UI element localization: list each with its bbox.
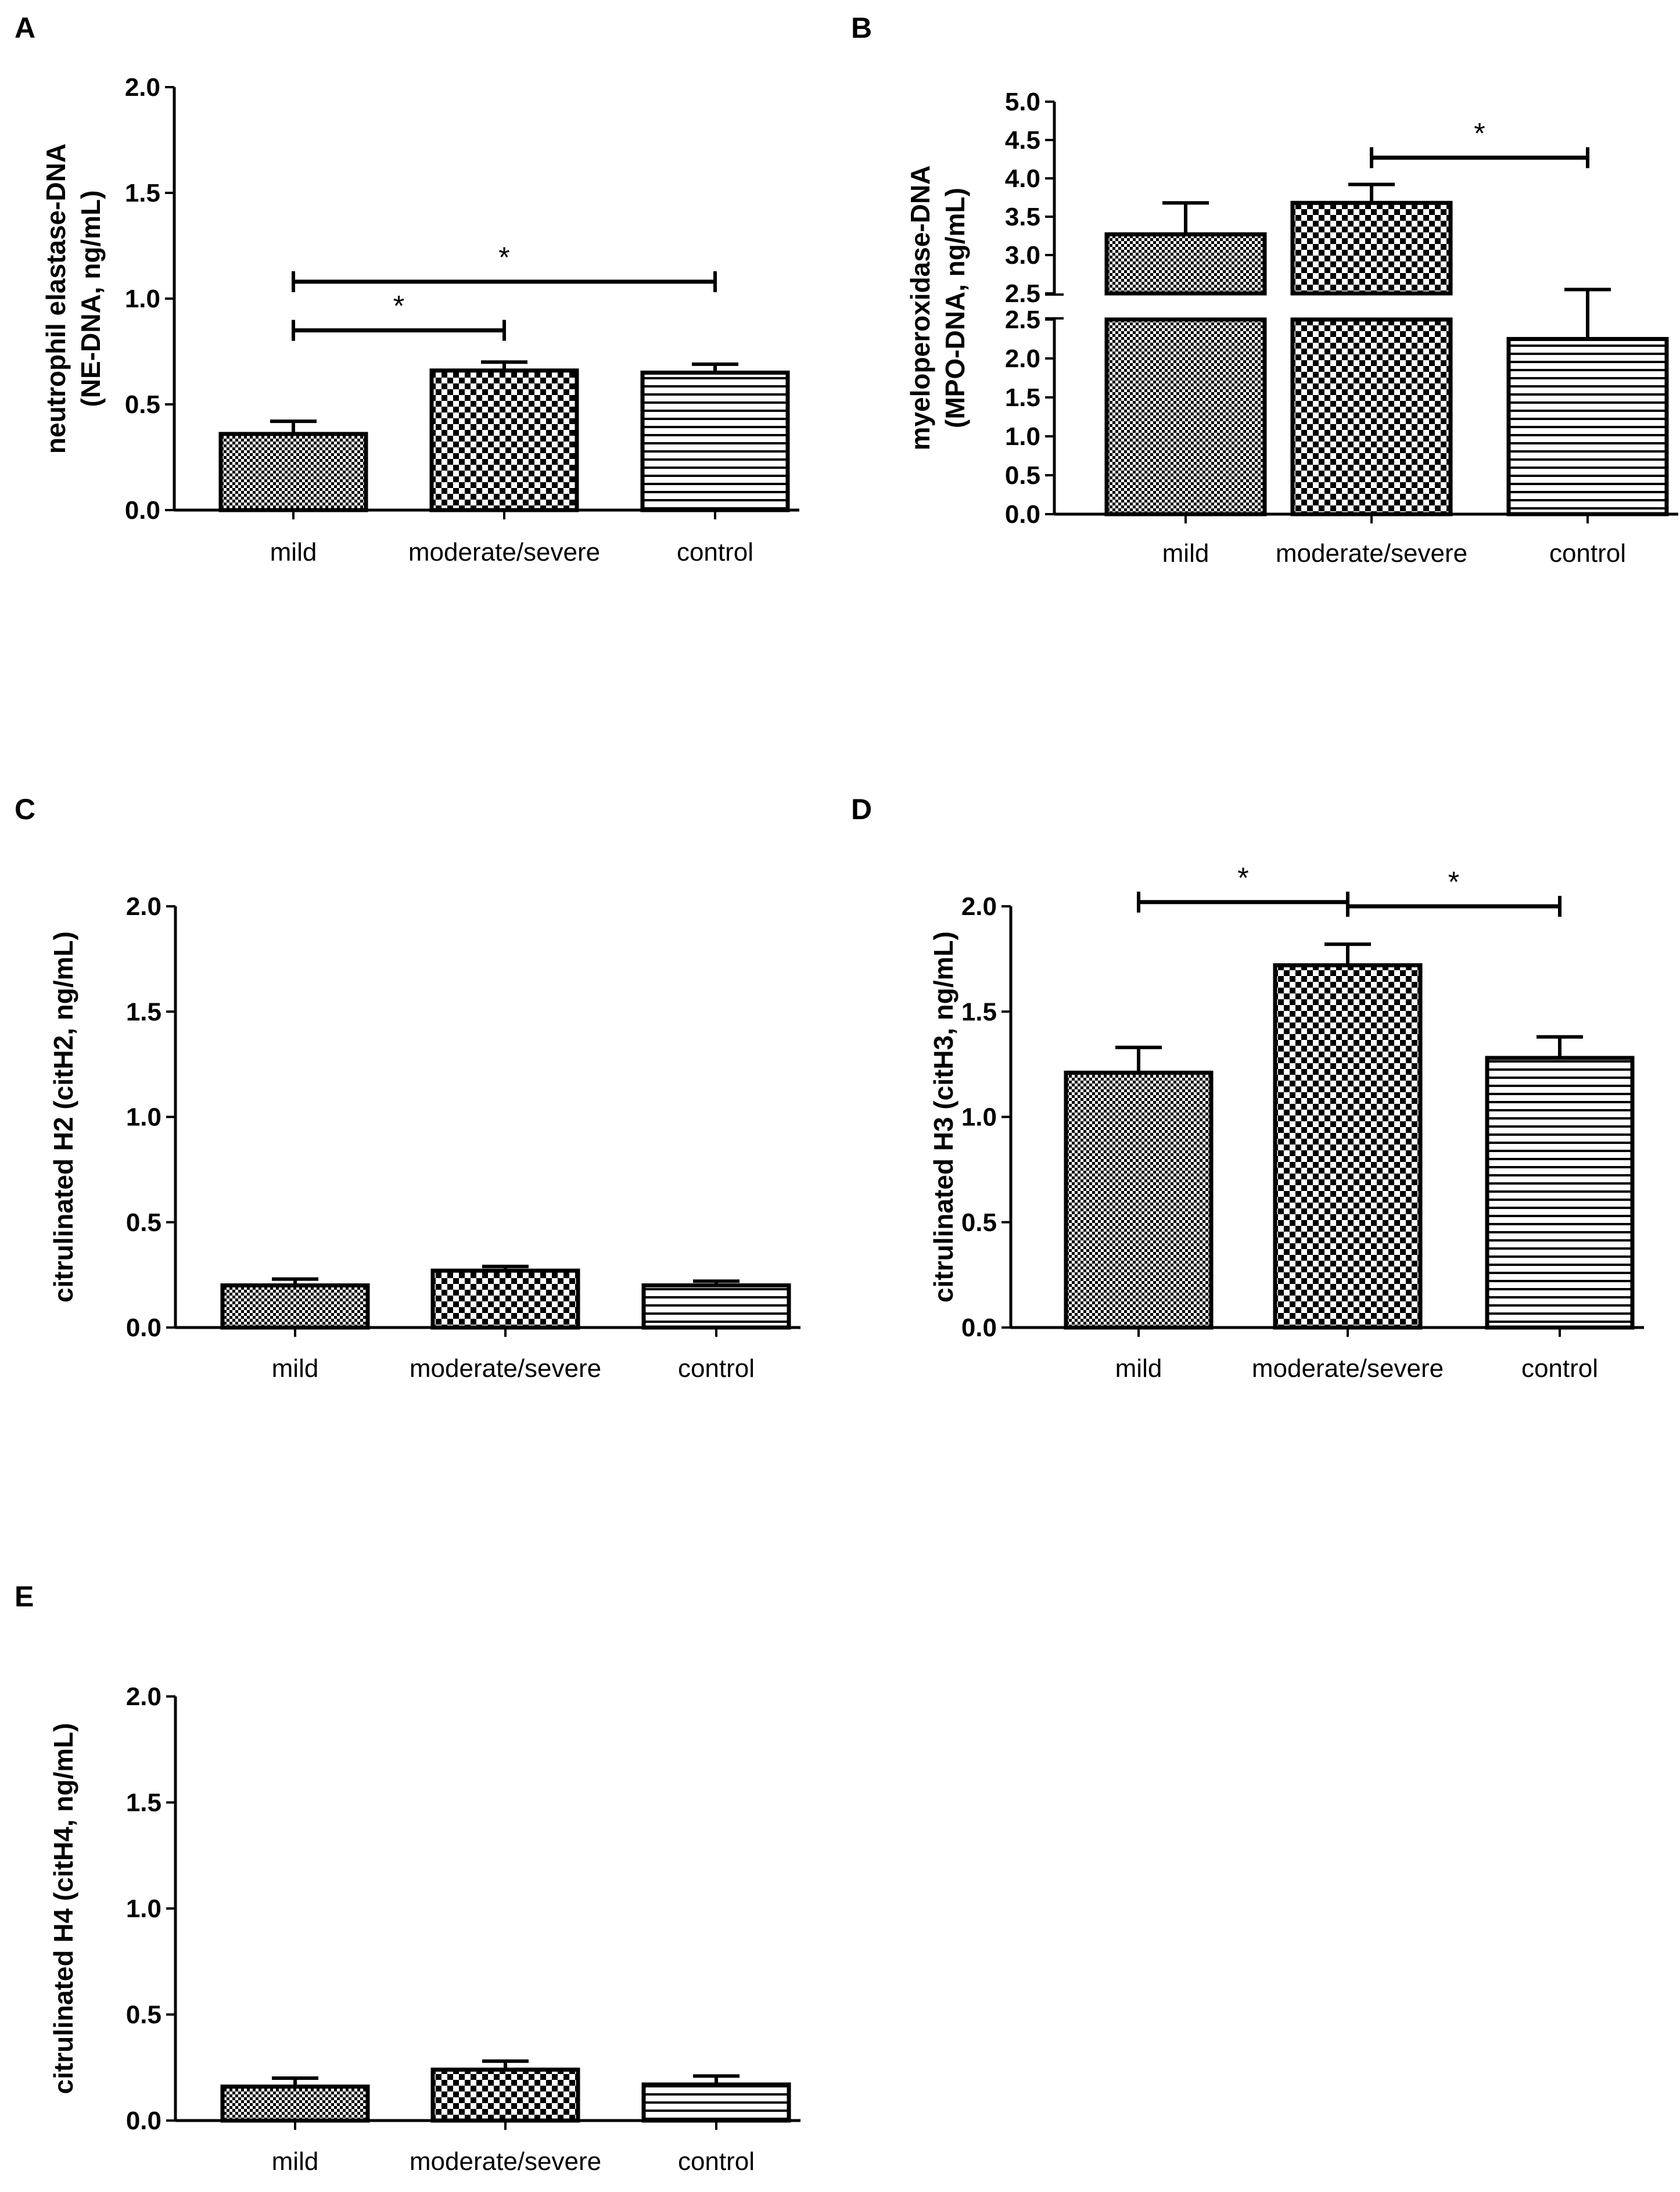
panel-letter-b: B: [851, 12, 872, 44]
y-tick-label-b-9: 4.0: [1005, 164, 1040, 193]
bar-c-1: [430, 1268, 580, 1330]
bar-c-2: [641, 1283, 791, 1330]
y-tick-label-a-1: 0.5: [125, 390, 160, 419]
x-tick-label-e-1: moderate/severe: [410, 2147, 601, 2176]
y-axis-title-d-0: citrulinated H3 (citH3, ng/mL): [928, 931, 959, 1303]
y-tick-label-d-1: 0.5: [961, 1208, 997, 1237]
x-tick-label-b-0: mild: [1162, 539, 1209, 568]
panel-letter-e: E: [15, 1580, 34, 1613]
y-tick-label-b-7: 3.0: [1005, 241, 1040, 270]
significance-star-b-0: *: [1474, 117, 1485, 149]
y-tick-label-b-5: 2.5: [1005, 306, 1040, 334]
y-tick-label-e-3: 1.5: [126, 1789, 161, 1817]
y-tick-label-c-4: 2.0: [126, 892, 161, 921]
y-axis-title-e-0: citrulinated H4 (citH4, ng/mL): [48, 1723, 78, 2094]
y-tick-label-b-8: 3.5: [1005, 203, 1040, 231]
y-tick-label-d-2: 1.0: [961, 1103, 997, 1132]
bar-c-0: [220, 1283, 370, 1330]
significance-star-a-1: *: [498, 241, 509, 274]
y-tick-label-c-0: 0.0: [126, 1314, 161, 1342]
bar-a-0: [218, 432, 368, 512]
bar-b-0: [1104, 232, 1267, 296]
bar-b-0-lower: [1104, 317, 1267, 516]
y-tick-label-e-4: 2.0: [126, 1682, 161, 1711]
y-tick-label-a-0: 0.0: [125, 496, 160, 525]
y-tick-label-a-4: 2.0: [125, 73, 160, 102]
y-tick-label-a-3: 1.5: [125, 179, 160, 207]
y-tick-label-c-1: 0.5: [126, 1208, 161, 1237]
y-tick-label-c-2: 1.0: [126, 1103, 161, 1132]
y-tick-label-c-3: 1.5: [126, 998, 161, 1026]
y-tick-label-b-6: 2.5: [1005, 279, 1040, 308]
bar-d-2: [1485, 1056, 1635, 1330]
y-tick-label-e-2: 1.0: [126, 1895, 161, 1923]
bar-e-0: [220, 2085, 370, 2123]
y-tick-label-e-1: 0.5: [126, 2001, 161, 2029]
y-tick-label-b-1: 0.5: [1005, 461, 1040, 490]
y-tick-label-d-0: 0.0: [961, 1314, 997, 1342]
y-tick-label-b-10: 4.5: [1005, 126, 1040, 155]
panel-letter-a: A: [15, 12, 35, 44]
y-axis-title-b-0: myeloperoxidase-DNA: [905, 166, 935, 451]
significance-star-d-0: *: [1237, 862, 1248, 894]
bar-e-2: [641, 2082, 791, 2123]
x-tick-label-b-1: moderate/severe: [1276, 539, 1467, 568]
y-tick-label-b-4: 2.0: [1005, 345, 1040, 373]
y-axis-title-a-1: (NE-DNA, ng/mL): [76, 190, 106, 407]
bar-e-1: [430, 2067, 580, 2123]
y-tick-label-a-2: 1.0: [125, 285, 160, 313]
x-tick-label-a-1: moderate/severe: [408, 538, 600, 566]
x-tick-label-e-0: mild: [272, 2147, 319, 2176]
panel-letter-c: C: [15, 793, 35, 826]
y-tick-label-e-0: 0.0: [126, 2107, 161, 2135]
bar-d-1: [1273, 963, 1423, 1330]
bar-a-2: [640, 370, 790, 512]
y-axis-title-a-0: neutrophil elastase-DNA: [41, 143, 71, 454]
x-tick-label-c-0: mild: [272, 1354, 319, 1383]
x-tick-label-b-2: control: [1549, 539, 1626, 568]
x-tick-label-a-2: control: [677, 538, 753, 566]
x-tick-label-c-1: moderate/severe: [410, 1354, 601, 1383]
bar-a-1: [429, 368, 579, 512]
x-tick-label-e-2: control: [678, 2147, 755, 2176]
x-tick-label-d-1: moderate/severe: [1252, 1354, 1444, 1383]
x-tick-label-c-2: control: [678, 1354, 755, 1383]
panel-letter-d: D: [851, 793, 872, 826]
y-tick-label-b-3: 1.5: [1005, 383, 1040, 412]
bar-b-2: [1506, 337, 1669, 516]
y-axis-title-c-0: citrulinated H2 (citH2, ng/mL): [48, 931, 78, 1303]
y-tick-label-d-4: 2.0: [961, 892, 997, 921]
y-tick-label-b-0: 0.0: [1005, 500, 1040, 529]
bar-b-1: [1290, 200, 1453, 296]
y-tick-label-d-3: 1.5: [961, 998, 997, 1026]
y-tick-label-b-11: 5.0: [1005, 88, 1040, 116]
x-tick-label-d-0: mild: [1115, 1354, 1162, 1383]
x-tick-label-a-0: mild: [270, 538, 317, 566]
significance-star-a-0: *: [393, 290, 404, 322]
x-tick-label-d-2: control: [1521, 1354, 1598, 1383]
bar-d-0: [1064, 1070, 1214, 1330]
y-axis-title-b-1: (MPO-DNA, ng/mL): [940, 188, 970, 428]
significance-star-d-1: *: [1448, 866, 1459, 898]
y-tick-label-b-2: 1.0: [1005, 422, 1040, 451]
bar-b-1-lower: [1290, 317, 1453, 516]
